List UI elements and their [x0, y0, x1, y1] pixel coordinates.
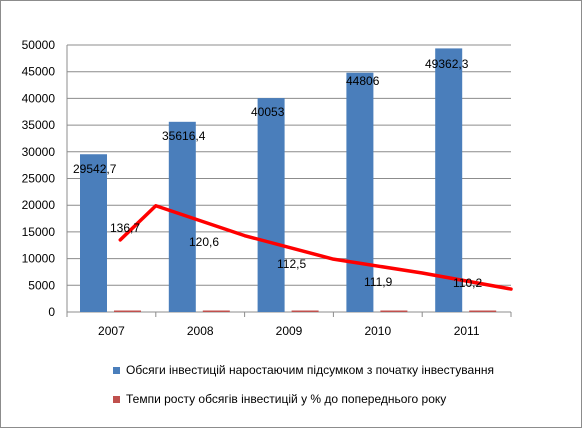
data-label-growth: 120,6: [189, 235, 219, 249]
y-tick-label: 40000: [22, 91, 56, 105]
data-label-volume: 35616,4: [162, 129, 206, 143]
data-label-volume: 49362,3: [425, 57, 469, 71]
bar-volume: [435, 48, 463, 312]
bar-growth: [380, 310, 408, 312]
y-tick-label: 35000: [22, 118, 56, 132]
data-label-volume: 44806: [346, 74, 380, 88]
bar-volume: [80, 154, 107, 312]
data-label-growth: 136,7: [110, 221, 140, 235]
x-tick-label: 2007: [98, 324, 125, 338]
bar-growth: [469, 310, 497, 312]
x-tick-label: 2010: [364, 324, 391, 338]
legend-swatch-growth: [113, 395, 120, 403]
data-label-volume: 29542,7: [73, 162, 117, 176]
y-tick-label: 50000: [22, 38, 56, 52]
bar-growth: [202, 310, 230, 312]
y-axis: 0 5000 10000 15000 20000 25000 30000 35000 40000…: [22, 38, 512, 319]
y-tick-label: 15000: [22, 225, 56, 239]
legend-label-growth: Темпи росту обсягів інвестицій у % до по…: [126, 392, 447, 406]
x-tick-label: 2011: [454, 324, 480, 338]
data-label-volume: 40053: [251, 105, 285, 119]
y-tick-label: 0: [48, 305, 55, 319]
data-label-growth: 111,9: [364, 275, 393, 289]
x-tick-label: 2008: [187, 324, 214, 338]
bar-growth: [114, 310, 141, 312]
data-labels: 29542,7 35616,4 40053 44806 49362,3 136,7 120,…: [73, 57, 482, 290]
x-tick-label: 2009: [276, 324, 303, 338]
legend-item-volume: Обсяги інвестицій наростаючим підсумком …: [113, 363, 494, 377]
data-label-growth: 112,5: [277, 257, 306, 271]
x-axis-labels: 2007 2008 2009 2010 2011: [98, 324, 480, 338]
growth-line: [118, 203, 513, 291]
legend-item-growth: Темпи росту обсягів інвестицій у % до по…: [113, 392, 446, 406]
y-tick-label: 10000: [22, 252, 56, 266]
data-label-growth: 110,2: [453, 276, 482, 290]
y-tick-label: 30000: [22, 145, 56, 159]
bars: [80, 48, 497, 313]
bar-volume: [346, 72, 374, 312]
bar-growth: [291, 310, 319, 312]
y-tick-label: 20000: [22, 198, 56, 212]
legend-label-volume: Обсяги інвестицій наростаючим підсумком …: [126, 363, 494, 377]
y-tick-label: 5000: [28, 278, 55, 292]
y-tick-label: 45000: [22, 65, 56, 79]
growth-line-path: [118, 203, 513, 291]
y-tick-label: 25000: [22, 172, 56, 186]
legend-swatch-volume: [113, 366, 120, 374]
bar-volume: [257, 98, 285, 313]
